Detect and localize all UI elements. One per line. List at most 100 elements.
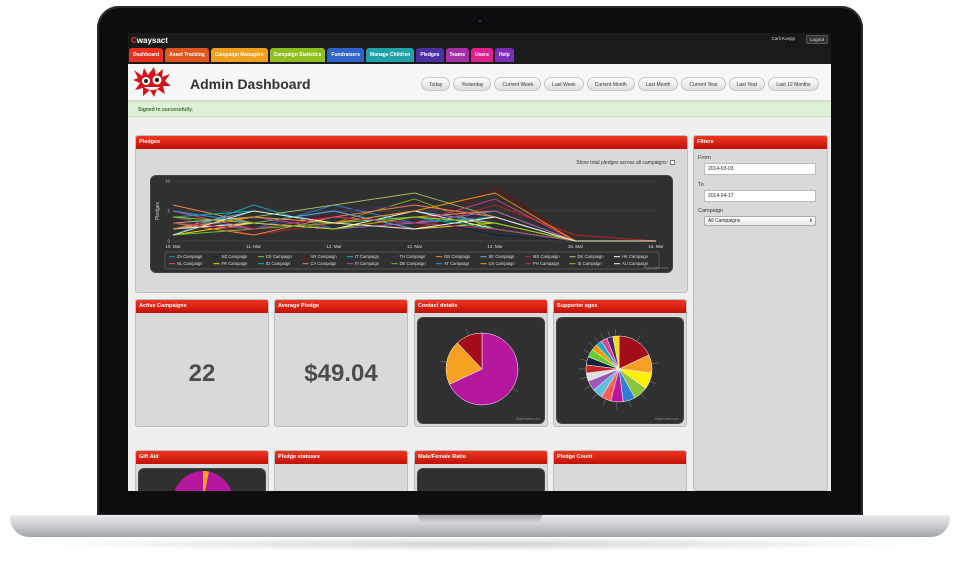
legend-item: FR Campaign	[222, 261, 249, 266]
show-total-toggle[interactable]: Show total pledges across all campaigns:	[576, 160, 675, 166]
pledge-count-card: Pledge Count	[553, 450, 687, 491]
legend-item: FI Campaign	[355, 261, 380, 266]
chart-credit: Highcharts.com	[515, 417, 540, 421]
legend-item: ES Campaign	[266, 254, 293, 259]
x-tick-label: 13. Mar	[407, 244, 423, 249]
nav-tab-manage-children[interactable]: Manage Children	[366, 48, 415, 62]
page-header: Admin Dashboard Today Yesterday Current We…	[128, 64, 831, 101]
pledges-panel-title: Pledges	[136, 136, 687, 149]
active-campaigns-card: Active Campaigns 22	[135, 299, 269, 427]
filters-panel: Filters From 2014-03-03 To 2014-04-17 Ca…	[693, 135, 828, 491]
nav-tab-teams[interactable]: Teams	[445, 48, 469, 62]
supporter-ages-pie-svg	[579, 329, 659, 409]
pie-connector	[439, 360, 447, 363]
average-pledge-title: Average Pledge	[275, 300, 407, 313]
nav-tab-fundraisers[interactable]: Fundraisers	[327, 48, 365, 62]
main-nav: Dashboard Asset Tracking Campaign Managers…	[129, 48, 514, 62]
active-campaigns-value: 22	[188, 360, 216, 387]
x-tick-label: 12. Mar	[326, 244, 342, 249]
legend-item: ID Campaign	[266, 261, 291, 266]
legend-item: AT Campaign	[444, 261, 470, 266]
app-logo[interactable]: Cwaysact	[131, 36, 168, 45]
average-pledge-value: $49.04	[304, 360, 378, 387]
series-line	[172, 210, 656, 242]
pie-connector	[580, 358, 588, 361]
contact-details-pie-chart: Highcharts.com	[417, 317, 545, 424]
supporter-ages-pie-chart: Highcharts.com	[556, 317, 684, 424]
to-date-input[interactable]: 2014-04-17	[704, 190, 816, 202]
laptop-notch	[418, 515, 542, 523]
logo-text: waysact	[136, 36, 168, 45]
gift-aid-card: Gift Aid	[135, 450, 269, 491]
date-range-buttons: Today Yesterday Current Week Last Week Curre…	[421, 77, 819, 91]
series-line	[172, 210, 656, 242]
range-button-current-week[interactable]: Current Week	[494, 77, 542, 91]
nav-tab-help[interactable]: Help	[494, 48, 514, 62]
contact-details-pie-svg	[439, 328, 519, 406]
pie-slice	[449, 332, 519, 406]
y-tick-label: 0	[167, 239, 170, 244]
laptop-base	[10, 515, 950, 537]
webcam-icon	[476, 17, 484, 25]
series-line	[172, 210, 656, 242]
legend-item: IE Campaign	[578, 261, 603, 266]
legend-item: DE Campaign	[400, 261, 427, 266]
nav-tab-users[interactable]: Users	[471, 48, 493, 62]
from-date-input[interactable]: 2014-03-03	[704, 163, 816, 175]
pledges-line-chart-svg: 10 5 0 Pledges 10. Mar 11. Mar 12. Mar 13. Mar 1…	[155, 179, 664, 270]
nav-tab-asset-tracking[interactable]: Asset Tracking	[165, 48, 209, 62]
pie-slice	[457, 332, 483, 370]
legend-item: ZA Campaign	[177, 254, 203, 259]
gift-aid-chart	[138, 468, 266, 491]
range-button-yesterday[interactable]: Yesterday	[453, 77, 492, 91]
range-button-last-week[interactable]: Last Week	[544, 77, 584, 91]
series-line	[172, 210, 656, 242]
nav-tab-campaign-managers[interactable]: Campaign Managers	[210, 48, 268, 62]
range-button-current-year[interactable]: Current Year	[681, 77, 726, 91]
to-label: To	[698, 182, 704, 188]
pie-connector	[465, 328, 469, 336]
pie-connector	[636, 335, 641, 342]
filters-title: Filters	[694, 136, 827, 149]
pie-connector	[592, 393, 598, 400]
contact-details-title: Contact details	[415, 300, 547, 313]
range-button-current-month[interactable]: Current Month	[586, 77, 635, 91]
male-female-card: Male/Female Ratio	[414, 450, 548, 491]
active-campaigns-title: Active Campaigns	[136, 300, 268, 313]
legend-item: CA Campaign	[311, 261, 338, 266]
legend-item: AU Campaign	[622, 261, 649, 266]
legend-item: HK Campaign	[622, 254, 649, 259]
chart-credit: Highcharts.com	[643, 266, 668, 270]
nav-tab-dashboard[interactable]: Dashboard	[129, 48, 164, 62]
user-name[interactable]: Carli Koepp	[771, 36, 795, 41]
nav-tab-pledges[interactable]: Pledges	[416, 48, 444, 62]
legend-item: US Campaign	[489, 261, 516, 266]
pledge-statuses-card: Pledge statuses	[274, 450, 408, 491]
gift-aid-pie-svg	[174, 470, 232, 491]
range-button-last-month[interactable]: Last Month	[637, 77, 679, 91]
legend-item: PH Campaign	[533, 261, 560, 266]
pie-connector	[600, 333, 605, 340]
range-button-last-12-months[interactable]: Last 12 Months	[768, 77, 819, 91]
average-pledge-card: Average Pledge $49.04	[274, 299, 408, 427]
pie-connector	[640, 393, 646, 400]
pie-connector	[584, 385, 591, 390]
show-total-checkbox[interactable]	[670, 160, 675, 166]
range-button-today[interactable]: Today	[421, 77, 451, 91]
nav-tab-campaign-statistics[interactable]: Campaign Statistics	[269, 48, 326, 62]
legend-item: AR Campaign	[311, 254, 338, 259]
logout-button[interactable]: Logout	[806, 35, 828, 44]
range-button-last-year[interactable]: Last Year	[728, 77, 766, 91]
legend-box	[164, 251, 660, 270]
mascot-logo-icon	[133, 67, 171, 97]
page-title: Admin Dashboard	[190, 76, 311, 92]
campaign-select[interactable]: All Campaigns ⇕	[704, 216, 816, 226]
pledges-panel: Pledges Show total pledges across all ca…	[135, 135, 688, 293]
male-female-chart	[417, 468, 545, 491]
series-line	[172, 210, 656, 242]
chart-credit: Highcharts.com	[654, 417, 679, 421]
legend-item: IT Campaign	[355, 254, 380, 259]
gift-aid-pie-slice	[203, 470, 209, 491]
y-axis-label: Pledges	[155, 201, 161, 220]
laptop-shadow	[30, 537, 930, 551]
